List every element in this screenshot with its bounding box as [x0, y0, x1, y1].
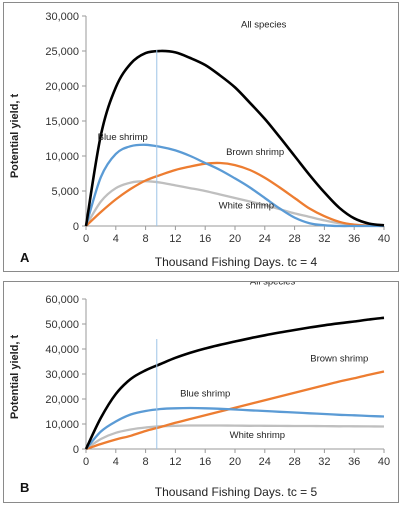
chart-b-y-tick-label: 10,000 [45, 419, 79, 431]
chart-a-panel-letter: A [20, 250, 30, 265]
chart-a-x-tick-label: 40 [378, 233, 390, 245]
chart-a-x-tick-label: 8 [143, 233, 149, 245]
chart-a-x-tick-label: 32 [318, 233, 330, 245]
chart-a-y-tick-label: 0 [73, 221, 79, 233]
chart-a-x-tick-label: 20 [229, 233, 241, 245]
chart-b-ylabel: Potential yield, t [9, 334, 21, 419]
chart-b-y-tick-label: 50,000 [45, 319, 79, 331]
chart-b-y-tick-label: 30,000 [45, 369, 79, 381]
chart-b-x-tick-label: 24 [259, 456, 271, 468]
chart-a-x-tick-label: 12 [169, 233, 181, 245]
chart-b-y-tick-label: 60,000 [45, 294, 79, 306]
chart-panel-a: Potential yield, t Thousand Fishing Days… [3, 2, 399, 272]
chart-a-series-all-species [84, 49, 385, 227]
chart-b-series-brown-shrimp [85, 370, 385, 451]
chart-a-annotation-white-shrimp: White shrimp [219, 201, 274, 212]
chart-b-annotation-all-species: All species [250, 282, 296, 287]
chart-a-y-tick-label: 5,000 [51, 186, 79, 198]
chart-a-y-tick-label: 20,000 [45, 81, 79, 93]
chart-a-svg: Potential yield, t Thousand Fishing Days… [9, 11, 390, 269]
chart-a-x-tick-label: 16 [199, 233, 211, 245]
chart-a-x-tick-label: 28 [288, 233, 300, 245]
chart-a-x-tick-label: 24 [259, 233, 271, 245]
chart-b-x-tick-label: 36 [348, 456, 360, 468]
chart-b-y-tick-label: 40,000 [45, 344, 79, 356]
chart-b-x-tick-label: 16 [199, 456, 211, 468]
chart-b-y-tick-label: 20,000 [45, 394, 79, 406]
chart-b-x-tick-label: 28 [288, 456, 300, 468]
chart-panel-b: Potential yield, t Thousand Fishing Days… [3, 281, 399, 503]
chart-b-series-all-species [84, 316, 385, 450]
chart-b-annotation-white-shrimp: White shrimp [230, 430, 285, 441]
chart-a-series-brown-shrimp [85, 161, 385, 228]
chart-b-x-tick-label: 12 [169, 456, 181, 468]
chart-a-annotation-blue-shrimp: Blue shrimp [98, 132, 148, 143]
chart-a-x-tick-label: 4 [113, 233, 119, 245]
chart-a-series-white-shrimp [85, 180, 385, 227]
chart-b-x-tick-label: 32 [318, 456, 330, 468]
chart-b-annotation-blue-shrimp: Blue shrimp [180, 388, 230, 399]
chart-b-y-tick-label: 0 [73, 444, 79, 456]
chart-a-annotation-all-species: All species [241, 19, 287, 30]
chart-b-series-blue-shrimp [85, 406, 385, 450]
chart-b-annotation-brown-shrimp: Brown shrimp [310, 354, 368, 365]
chart-b-x-tick-label: 8 [143, 456, 149, 468]
chart-a-x-tick-label: 36 [348, 233, 360, 245]
chart-b-svg: Potential yield, t Thousand Fishing Days… [9, 282, 390, 499]
chart-a-xlabel: Thousand Fishing Days. tc = 4 [155, 255, 318, 269]
chart-b-panel-letter: B [20, 480, 29, 495]
chart-a-y-tick-label: 15,000 [45, 116, 79, 128]
chart-a-y-tick-label: 30,000 [45, 11, 79, 23]
chart-b-x-tick-label: 0 [83, 456, 89, 468]
chart-a-series-blue-shrimp [84, 143, 384, 228]
chart-a-x-tick-label: 0 [83, 233, 89, 245]
chart-b-x-tick-label: 4 [113, 456, 119, 468]
chart-b-series-white-shrimp [85, 424, 385, 450]
chart-a-annotation-brown-shrimp: Brown shrimp [226, 147, 284, 158]
chart-a-y-tick-label: 25,000 [45, 46, 79, 58]
chart-a-ylabel: Potential yield, t [9, 93, 21, 178]
chart-b-x-tick-label: 20 [229, 456, 241, 468]
chart-b-xlabel: Thousand Fishing Days. tc = 5 [155, 485, 318, 499]
chart-a-y-tick-label: 10,000 [45, 151, 79, 163]
chart-b-x-tick-label: 40 [378, 456, 390, 468]
